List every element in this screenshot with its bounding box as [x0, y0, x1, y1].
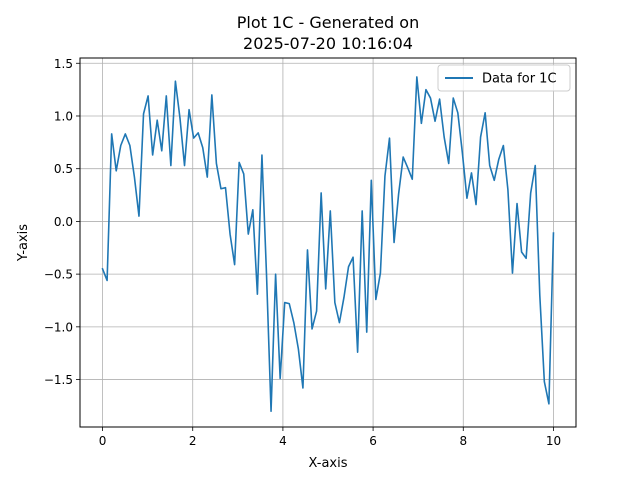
y-tick-label: 0.0	[54, 215, 73, 229]
x-tick-label: 4	[279, 434, 287, 448]
plot-frame	[79, 57, 577, 428]
y-tick-label: 1.5	[54, 57, 73, 71]
y-tick-label: −1.5	[44, 373, 73, 387]
x-tick-label: 6	[369, 434, 377, 448]
y-axis-label: Y-axis	[16, 224, 31, 262]
legend-box	[437, 64, 571, 92]
legend: Data for 1C	[437, 64, 571, 92]
legend-label-data-for-1c: Data for 1C	[482, 72, 557, 87]
y-tick-label: −1.0	[44, 320, 73, 334]
y-tick-label: 0.5	[54, 162, 73, 176]
x-axis-label: X-axis	[309, 456, 348, 471]
grid-lines	[80, 58, 576, 427]
series-group	[101, 76, 555, 412]
x-tick-label: 2	[189, 434, 197, 448]
x-tick-label: 0	[99, 434, 107, 448]
chart-title-line-1: Plot 1C - Generated on	[237, 13, 419, 32]
x-tick-label: 10	[546, 434, 561, 448]
x-tick-label: 8	[459, 434, 467, 448]
series-line-data-for-1c	[101, 76, 555, 412]
axis-ticks: 0 2 4 6 8 10 −1.5 −1.0 −0.5 0.0 0.5 1.0 1.5	[44, 57, 561, 448]
y-tick-label: −0.5	[44, 268, 73, 282]
chart-title-line-2: 2025-07-20 10:16:04	[243, 34, 413, 53]
y-tick-label: 1.0	[54, 109, 73, 123]
